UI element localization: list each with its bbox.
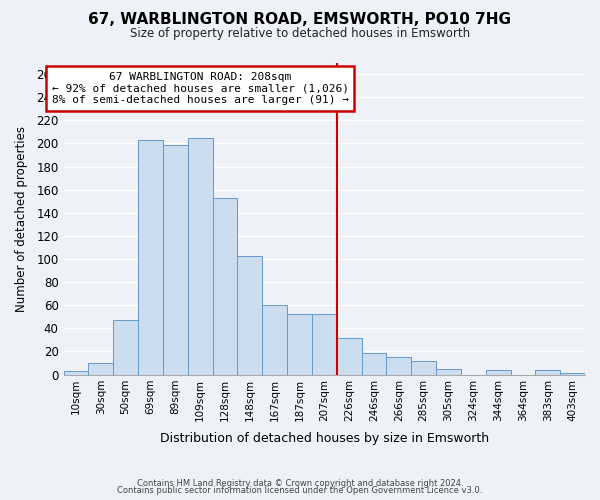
Bar <box>238 256 262 374</box>
Bar <box>386 358 411 374</box>
Bar <box>188 138 212 374</box>
Text: Size of property relative to detached houses in Emsworth: Size of property relative to detached ho… <box>130 28 470 40</box>
Bar <box>212 198 238 374</box>
Bar <box>312 314 337 374</box>
Text: 67 WARBLINGTON ROAD: 208sqm
← 92% of detached houses are smaller (1,026)
8% of s: 67 WARBLINGTON ROAD: 208sqm ← 92% of det… <box>52 72 349 105</box>
Bar <box>337 338 362 374</box>
Bar <box>64 371 88 374</box>
Bar <box>535 370 560 374</box>
Bar <box>138 140 163 374</box>
Bar <box>436 369 461 374</box>
Bar <box>411 360 436 374</box>
Bar <box>262 305 287 374</box>
Y-axis label: Number of detached properties: Number of detached properties <box>15 126 28 312</box>
Text: Contains public sector information licensed under the Open Government Licence v3: Contains public sector information licen… <box>118 486 482 495</box>
Bar <box>113 320 138 374</box>
Bar <box>485 370 511 374</box>
X-axis label: Distribution of detached houses by size in Emsworth: Distribution of detached houses by size … <box>160 432 489 445</box>
Bar <box>163 144 188 374</box>
Text: Contains HM Land Registry data © Crown copyright and database right 2024.: Contains HM Land Registry data © Crown c… <box>137 478 463 488</box>
Bar <box>362 352 386 374</box>
Text: 67, WARBLINGTON ROAD, EMSWORTH, PO10 7HG: 67, WARBLINGTON ROAD, EMSWORTH, PO10 7HG <box>89 12 511 28</box>
Bar <box>88 363 113 374</box>
Bar <box>287 314 312 374</box>
